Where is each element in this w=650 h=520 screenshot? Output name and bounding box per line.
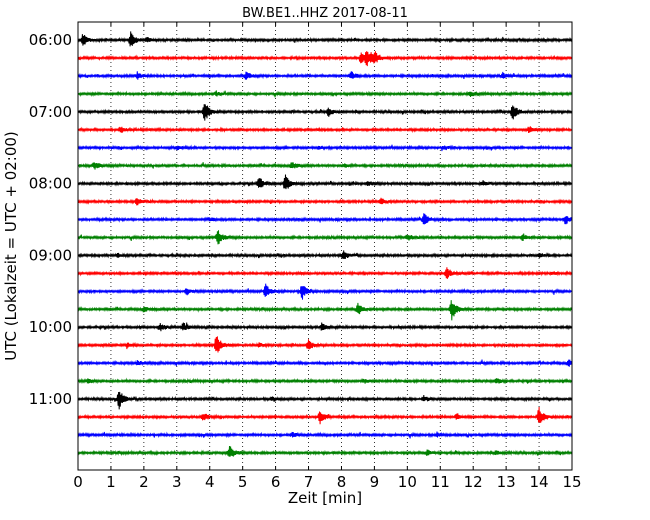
seismic-trace: [77, 431, 573, 439]
seismic-trace: [77, 90, 573, 98]
x-tick-labels: 0 1 2 3 4 5 6 7 8 9 10 11 12 13 14 15: [73, 473, 581, 491]
x-tick-label: 14: [530, 473, 549, 491]
x-tick-label: 1: [106, 473, 116, 491]
y-tick-label: 10:00: [29, 318, 72, 336]
seismic-trace: [77, 230, 573, 245]
seismic-trace: [77, 359, 573, 367]
chart-title: BW.BE1..HHZ 2017-08-11: [242, 6, 408, 21]
seismic-trace: [77, 445, 573, 457]
seismic-trace: [77, 197, 573, 206]
y-tick-label: 11:00: [29, 390, 72, 408]
seismic-trace: [77, 336, 573, 353]
x-tick-label: 11: [431, 473, 450, 491]
seismic-trace: [77, 71, 573, 80]
plot-frame: [77, 21, 573, 471]
seismic-trace: [77, 322, 573, 332]
seismic-trace: [77, 267, 573, 279]
x-tick-label: 3: [172, 473, 182, 491]
seismic-trace: [77, 377, 573, 385]
y-axis-title: UTC (Lokalzeit = UTC + 02:00): [2, 131, 20, 361]
ticks: [77, 22, 573, 470]
seismic-trace: [77, 144, 573, 152]
seismic-trace: [77, 283, 573, 300]
seismic-trace: [77, 406, 573, 425]
seismic-trace: [77, 250, 573, 260]
y-tick-label: 09:00: [29, 246, 72, 264]
x-tick-label: 7: [304, 473, 314, 491]
x-tick-label: 10: [398, 473, 417, 491]
x-tick-label: 13: [497, 473, 516, 491]
y-tick-label: 08:00: [29, 175, 72, 193]
grid: [110, 22, 540, 470]
x-tick-label: 5: [238, 473, 248, 491]
y-tick-label: 06:00: [29, 31, 72, 49]
seismic-trace: [77, 126, 573, 134]
seismic-trace: [77, 213, 573, 225]
seismic-trace: [77, 300, 573, 321]
seismic-trace: [77, 31, 573, 47]
x-tick-label: 0: [73, 473, 83, 491]
x-tick-label: 15: [562, 473, 581, 491]
x-axis-title: Zeit [min]: [288, 489, 362, 507]
x-tick-label: 2: [139, 473, 149, 491]
seismic-trace: [77, 51, 573, 67]
seismic-trace: [77, 162, 573, 170]
plot-background: [78, 22, 572, 470]
x-tick-label: 12: [464, 473, 483, 491]
y-tick-labels: 06:00 07:00 08:00 09:00 10:00 11:00: [29, 31, 72, 408]
x-tick-label: 8: [337, 473, 347, 491]
x-tick-label: 6: [271, 473, 281, 491]
seismic-trace: [77, 104, 573, 121]
trace-group: [77, 31, 573, 457]
x-tick-label: 9: [370, 473, 380, 491]
seismic-trace: [77, 391, 573, 410]
seismic-trace: [77, 174, 573, 190]
y-tick-label: 07:00: [29, 103, 72, 121]
x-tick-label: 4: [205, 473, 215, 491]
